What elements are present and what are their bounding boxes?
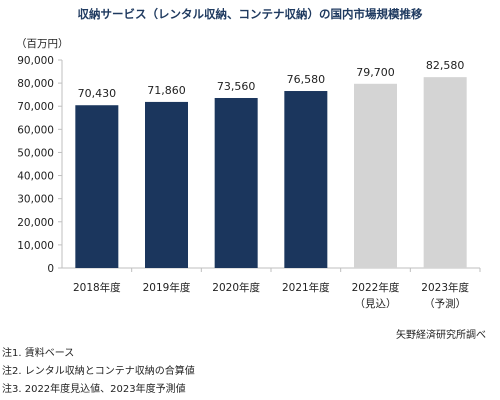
bar <box>214 97 258 269</box>
bar-value-label: 71,860 <box>147 84 186 97</box>
x-category-label: 2023年度 <box>421 281 469 294</box>
bar <box>423 77 467 269</box>
y-tick-label: 0 <box>47 263 54 275</box>
chart-title: 収納サービス（レンタル収納、コンテナ収納）の国内市場規模推移 <box>77 7 423 21</box>
x-category-label: 2021年度 <box>282 281 330 294</box>
bar <box>354 83 397 268</box>
y-tick-label: 30,000 <box>17 194 54 206</box>
y-tick-label: 70,000 <box>17 101 54 113</box>
footnote-1: 注1. 賃料ベース <box>2 348 75 359</box>
bar-value-label: 79,700 <box>356 66 395 79</box>
x-category-label: 2022年度 <box>352 281 400 294</box>
bar-value-label: 73,560 <box>217 80 256 93</box>
footnote-2: 注2. レンタル収納とコンテナ収納の合算値 <box>2 366 195 377</box>
y-tick-label: 50,000 <box>17 147 54 159</box>
footnote-3: 注3. 2022年度見込値、2023年度予測値 <box>2 384 186 395</box>
bar <box>145 101 188 268</box>
bar-value-label: 82,580 <box>426 59 465 72</box>
x-category-label: 2020年度 <box>212 281 260 294</box>
x-category-sublabel: （見込） <box>355 298 397 310</box>
x-category-sublabel: （予測） <box>424 297 466 310</box>
bar <box>75 105 119 268</box>
x-category-label: 2019年度 <box>143 281 191 294</box>
y-tick-label: 80,000 <box>17 78 54 90</box>
y-tick-label: 20,000 <box>17 217 54 229</box>
bar <box>284 91 328 269</box>
y-tick-label: 90,000 <box>17 55 54 67</box>
y-axis-unit-label: （百万円） <box>16 38 69 50</box>
y-tick-label: 60,000 <box>17 124 54 136</box>
footnotes: 注1. 賃料ベース 注2. レンタル収納とコンテナ収納の合算値 注3. 2022… <box>2 345 195 399</box>
bar-value-label: 76,580 <box>287 73 326 86</box>
source-credit: 矢野経済研究所調べ <box>396 330 486 341</box>
bar-value-label: 70,430 <box>78 87 117 100</box>
x-category-label: 2018年度 <box>73 281 121 294</box>
y-tick-label: 10,000 <box>17 240 54 252</box>
y-tick-label: 40,000 <box>17 171 54 183</box>
